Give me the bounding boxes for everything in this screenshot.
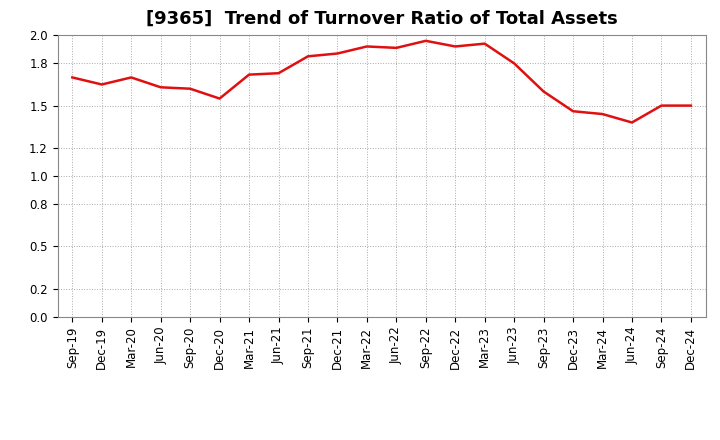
- Title: [9365]  Trend of Turnover Ratio of Total Assets: [9365] Trend of Turnover Ratio of Total …: [145, 10, 618, 28]
